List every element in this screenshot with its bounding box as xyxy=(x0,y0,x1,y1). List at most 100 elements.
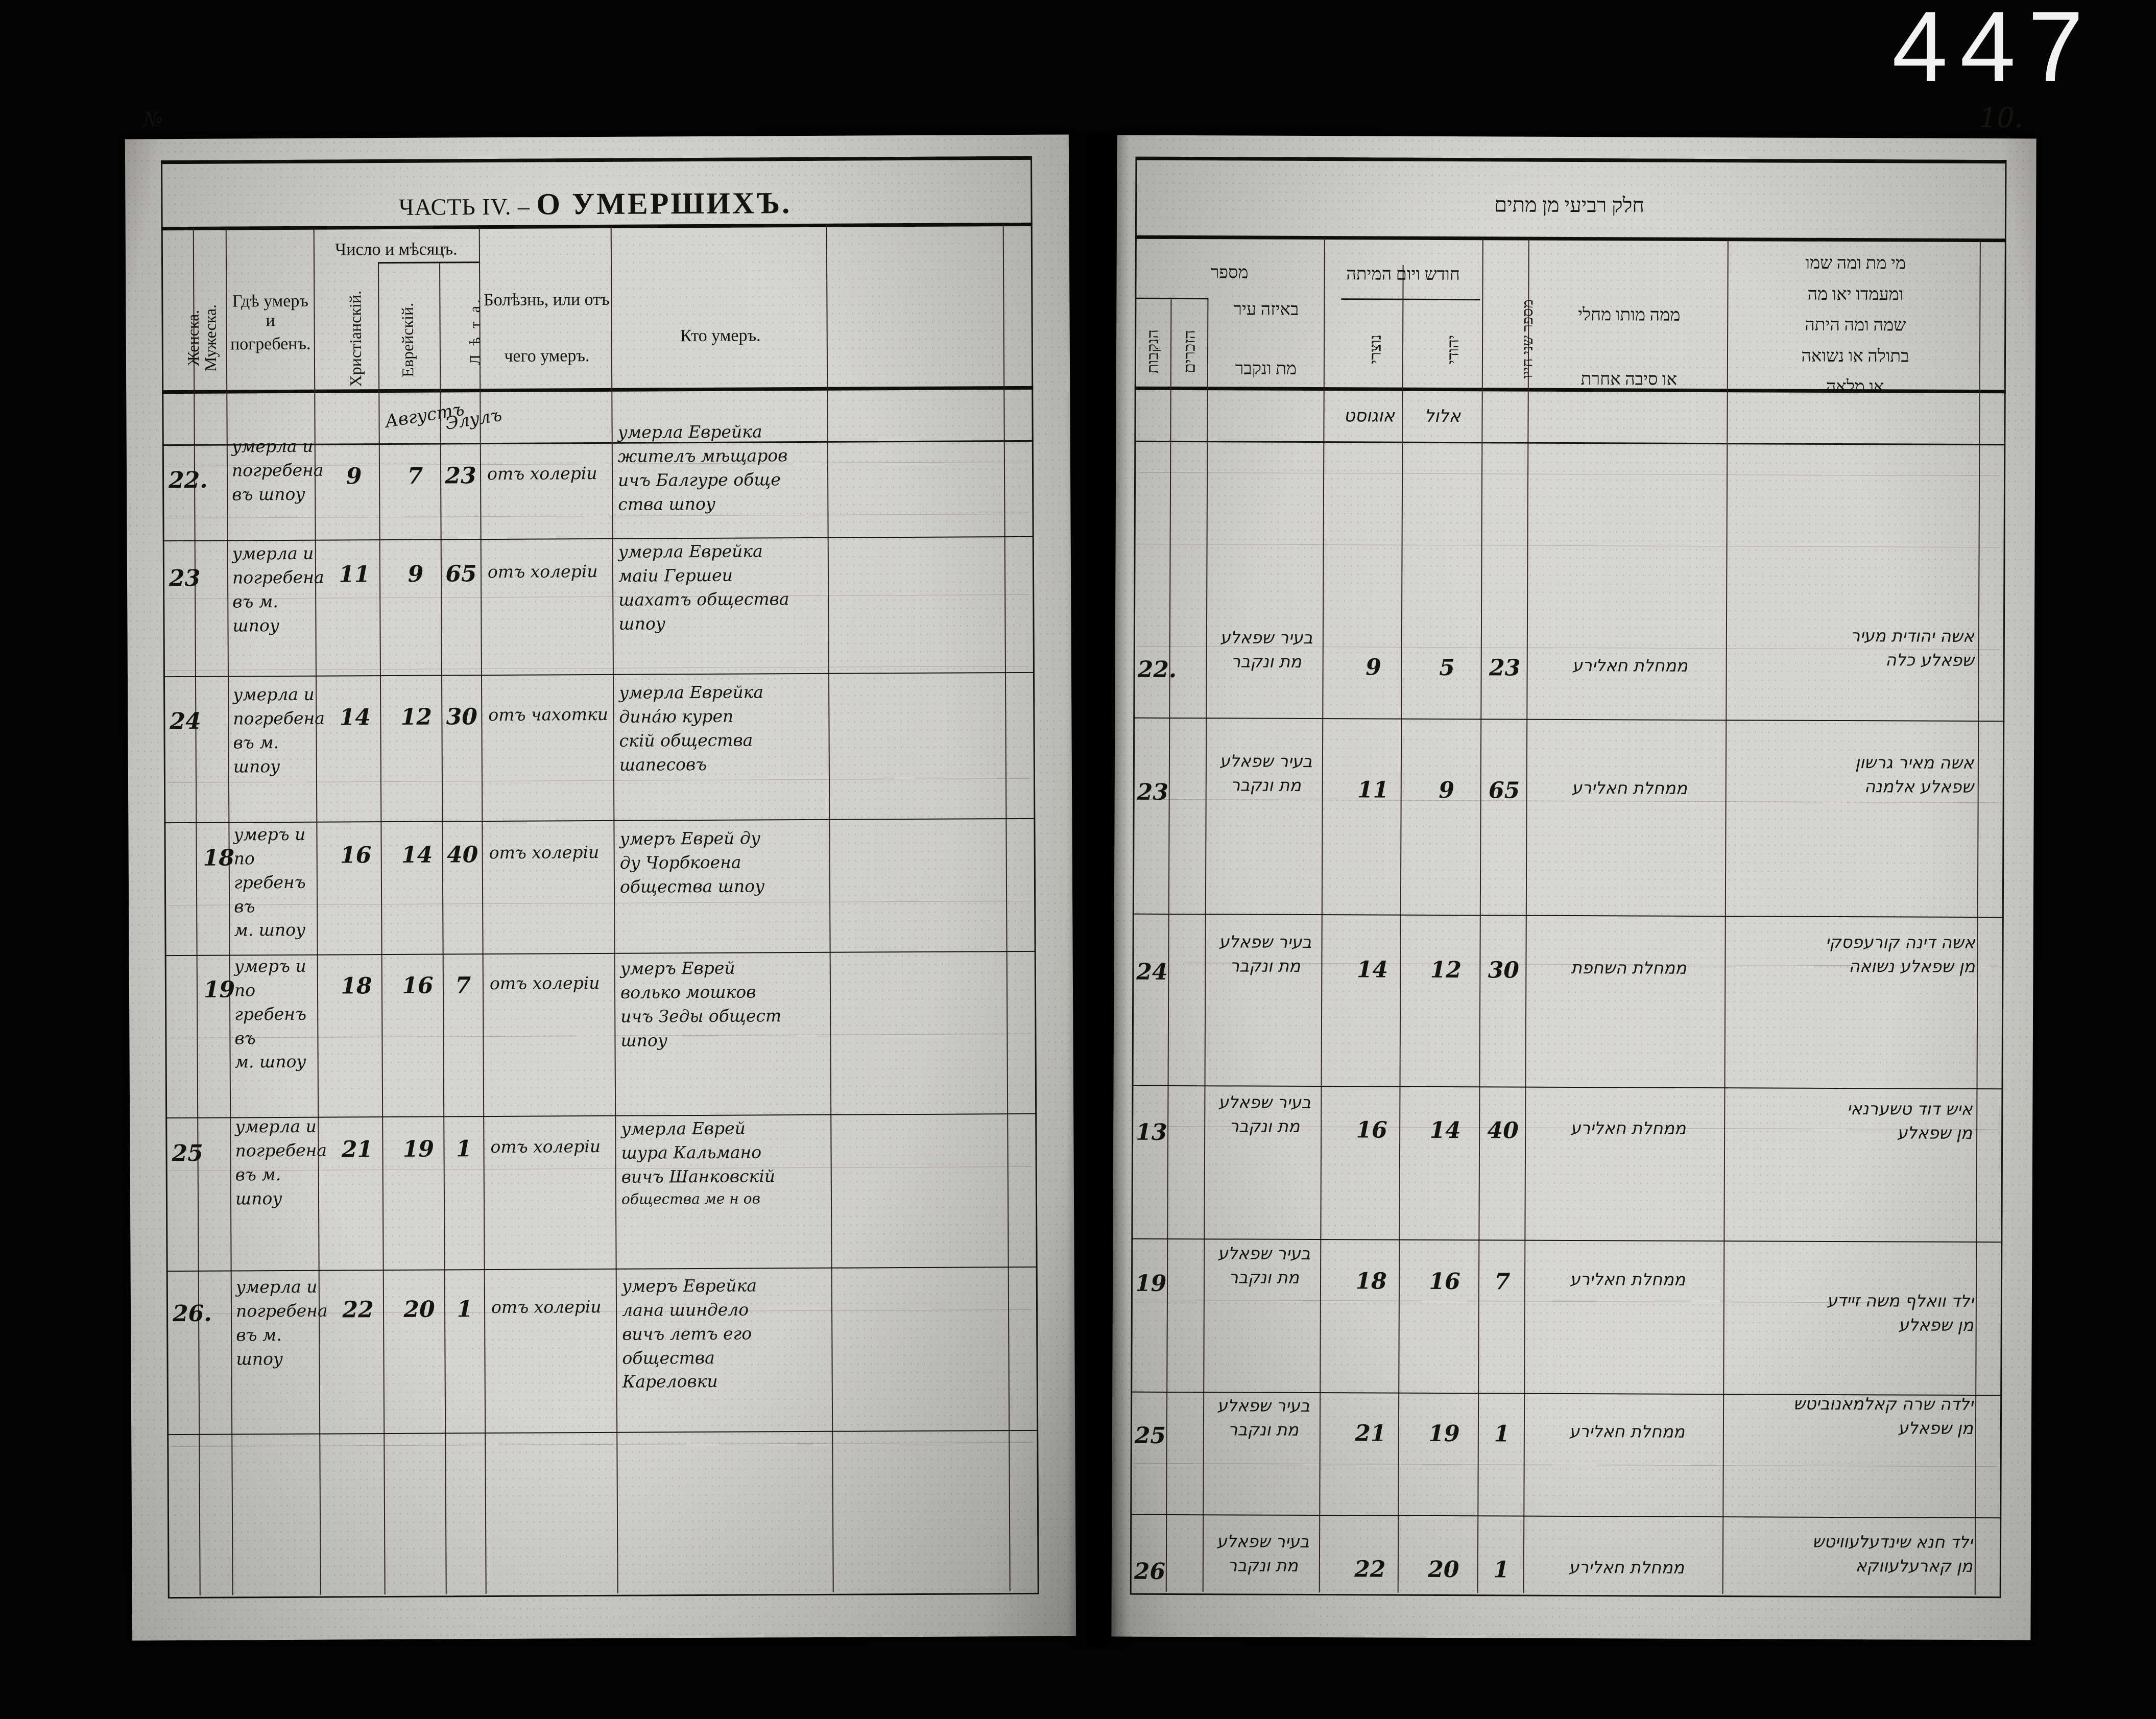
header-date-christian: Христiанскiй. xyxy=(346,290,365,387)
header-place-l1: Гдѣ умеръ xyxy=(232,291,309,311)
table-row: 24 умерла и погребена въ м. шпоу 14 12 3… xyxy=(125,135,1069,776)
heb-cell-date-christian: 18 xyxy=(1355,1268,1387,1295)
folio-number-margin: 447 xyxy=(1891,0,2096,103)
cell-female: 24 xyxy=(170,708,201,735)
heb-cell-place: בעיר שפאלע מת ונקבר xyxy=(1219,627,1313,672)
cell-place: умерла и погребена въ шпоу xyxy=(231,436,324,505)
heb-cell-who: ילדה שרה קאלמאנוביטש מן שפאלע xyxy=(1793,1393,1974,1438)
heb-cell-date-christian: 21 xyxy=(1355,1420,1386,1447)
table-row: 13 בעיר שפאלע מת ונקבר 16 14 40 ממחלת חא… xyxy=(1117,135,2037,1145)
left-part-title: ЧАСТЬ IV. – О УМЕРШИХЪ. xyxy=(161,185,1029,223)
heb-header-place-spacer xyxy=(1208,319,1324,360)
heb-cell-place: בעיר שפאלע מת ונקבר xyxy=(1218,932,1312,976)
table-row: 23 умерла и погребена въ м. шпоу 11 9 65… xyxy=(125,135,1069,635)
header-cause-l2: чего умеръ. xyxy=(504,346,590,366)
cell-female: 22. xyxy=(168,467,208,494)
header-cause: Болѣзнь, или отъ чего умеръ. xyxy=(483,290,610,366)
page-folio-number: 10. xyxy=(1979,102,2023,134)
cell-years: 30 xyxy=(446,704,478,730)
table-row: 26. умерла и погребена въ м. шпоу 22 20 … xyxy=(125,135,1069,1392)
table-row: 19 умеръ и по гребенъ въ м. шпоу 18 16 7… xyxy=(125,135,1069,1072)
header-cause-spacer xyxy=(483,309,610,347)
heb-cell-cause: ממחלת חאלירע xyxy=(1569,1269,1686,1290)
heb-cell-date-christian: 11 xyxy=(1357,777,1389,803)
cell-date-jewish: 20 xyxy=(403,1296,435,1323)
cell-cause: отъ холерiи xyxy=(487,561,598,582)
heb-date-group-header: חודש ויום המיתה xyxy=(1346,265,1460,284)
table-row: 26 בעיר שפאלע מת ונקבר 22 20 1 ממחלת חאל… xyxy=(1117,135,2037,1585)
heb-header-years: מספר שני חייו xyxy=(1519,299,1537,379)
cell-male: 18 xyxy=(203,845,235,871)
header-cause-l1: Болѣзнь, или отъ xyxy=(484,290,610,310)
heb-header-date-christian: נוצרי xyxy=(1366,334,1384,364)
heb-cell-date-jewish: 20 xyxy=(1428,1556,1459,1583)
heb-cell-number: 25 xyxy=(1134,1422,1166,1449)
heb-cell-who: אשה מאיר גרשון שפאלע אלמנה xyxy=(1855,752,1974,797)
heb-header-cause-l1: ממה מותו מחלי xyxy=(1578,305,1681,325)
cell-date-jewish: 9 xyxy=(408,561,424,587)
heb-cell-place: בעיר שפאלע מת ונקבר xyxy=(1216,1531,1309,1575)
cell-place: умерла и погребена въ м. шпоу xyxy=(235,1276,328,1369)
cell-years: 1 xyxy=(456,1136,472,1162)
corner-scribble: № xyxy=(143,108,163,132)
heb-cell-place: בעיר שפאלע מת ונקבר xyxy=(1218,1092,1311,1136)
heb-cell-years: 30 xyxy=(1488,957,1520,984)
heb-cell-date-jewish: 12 xyxy=(1430,957,1462,984)
heb-header-female: הנקבות xyxy=(1143,329,1162,374)
cell-years: 40 xyxy=(446,842,478,868)
cell-place: умерла и погребена въ м. шпоу xyxy=(235,1116,327,1209)
heb-cell-cause: ממחלת חאלירע xyxy=(1571,777,1687,798)
heb-header-male: הזכרים xyxy=(1180,330,1199,373)
heb-header-cause: ממה מותו מחלי או סיבה אחרת xyxy=(1535,305,1723,390)
cell-date-jewish: 7 xyxy=(407,463,423,489)
left-page: № ЧАСТЬ IV. – О УМЕРШИХЪ. xyxy=(125,108,1076,1641)
part-title-text: О УМЕРШИХЪ. xyxy=(536,186,792,221)
table-row: 25 умерла и погребена въ м. шпоу 21 19 1… xyxy=(125,135,1069,1208)
heb-header-place: באיזה עיר מת ונקבר xyxy=(1208,300,1324,379)
heb-cell-cause: ממחלת חאלירע xyxy=(1570,1117,1686,1138)
heb-cell-date-jewish: 9 xyxy=(1439,777,1455,804)
header-place: Гдѣ умеръ и погребенъ. xyxy=(228,292,313,354)
heb-cell-years: 23 xyxy=(1489,655,1521,681)
header-date-jewish: Еврейскiй. xyxy=(398,302,417,377)
right-page-title: חלק רביעי מן מתים xyxy=(1494,193,1645,217)
header-male: Мужеска. xyxy=(201,304,220,372)
heb-cell-who: אשה יהודית מעיר שפאלע כלה xyxy=(1850,626,1974,670)
cell-place: умерла и погребена въ м. шпоу xyxy=(233,684,325,777)
header-who: Кто умеръ. xyxy=(680,326,761,346)
heb-cell-who: ילד חנא שינדעלעוויטש מן קארעלעווקא xyxy=(1812,1531,1973,1576)
cell-who: умеръ Еврейка лана шиндело вичъ летъ его… xyxy=(621,1275,757,1392)
table-row: 18 умеръ и по гребенъ въ м. шпоу 16 14 4… xyxy=(125,135,1069,940)
heb-cell-years: 1 xyxy=(1494,1421,1510,1447)
cell-cause: отъ холерiи xyxy=(487,463,597,484)
table-row: 25 בעיר שפאלע מת ונקבר 21 19 1 ממחלת חאל… xyxy=(1117,135,2037,1449)
heb-cell-date-christian: 22 xyxy=(1354,1556,1386,1583)
heb-cell-place: בעיר שפאלע מת ונקבר xyxy=(1219,751,1312,795)
heb-cell-date-christian: 16 xyxy=(1356,1117,1387,1143)
heb-cell-date-jewish: 5 xyxy=(1439,654,1455,681)
cell-years: 23 xyxy=(445,463,476,489)
cell-date-jewish: 14 xyxy=(401,842,433,868)
part-label: ЧАСТЬ IV. – xyxy=(398,193,531,220)
cell-male: 19 xyxy=(203,976,235,1003)
heb-cell-years: 40 xyxy=(1487,1117,1519,1144)
heb-cell-date-christian: 14 xyxy=(1356,957,1388,983)
heb-month-christian-hand: אוגוסט xyxy=(1344,405,1395,426)
cell-cause: отъ холерiи xyxy=(489,973,600,994)
heb-header-date-jewish: יהודי xyxy=(1444,335,1462,364)
cell-female: 26. xyxy=(172,1300,212,1327)
heb-cell-date-jewish: 14 xyxy=(1429,1117,1461,1144)
cell-date-christian: 14 xyxy=(339,704,371,731)
cell-place: умеръ и по гребенъ въ м. шпоу xyxy=(233,824,306,940)
heb-cell-cause: ממחלת השחפת xyxy=(1571,957,1687,978)
heb-cell-number: 23 xyxy=(1137,779,1169,805)
cell-date-jewish: 12 xyxy=(400,704,433,730)
heb-header-who: מי מת ומה שמו ומעמדו יאו מה שמה ומה היתה… xyxy=(1801,253,1909,397)
heb-header-cause-spacer xyxy=(1535,325,1723,370)
heb-cell-years: 65 xyxy=(1489,777,1520,804)
cell-cause: отъ холерiи xyxy=(489,842,600,863)
cell-cause: отъ чахотки xyxy=(488,704,609,725)
heb-cell-number: 26 xyxy=(1134,1558,1166,1585)
header-place-l2: и xyxy=(266,311,275,330)
